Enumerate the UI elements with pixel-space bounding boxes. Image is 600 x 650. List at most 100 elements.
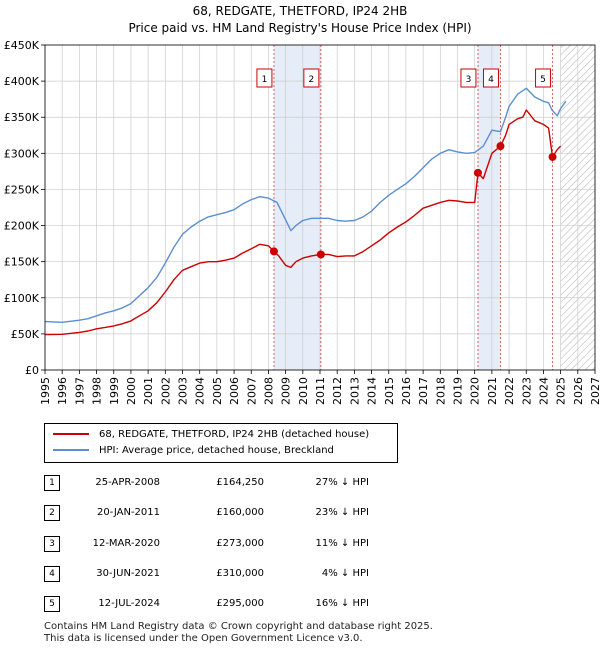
x-tick-label: 2012 — [331, 377, 344, 405]
x-tick-label: 2019 — [452, 377, 465, 405]
x-tick-label: 2014 — [366, 377, 379, 405]
x-tick-label: 2003 — [177, 377, 190, 405]
footer-copyright: Contains HM Land Registry data © Crown c… — [44, 621, 433, 632]
sale-hpi-diff: 16% ↓ HPI — [315, 598, 369, 609]
series-line-hpi — [45, 87, 567, 323]
legend: 68, REDGATE, THETFORD, IP24 2HB (detache… — [44, 423, 398, 463]
sale-point — [496, 142, 505, 151]
x-tick-label: 2026 — [572, 377, 585, 405]
y-tick-label: £0 — [25, 364, 39, 377]
y-tick-label: £50K — [11, 328, 40, 341]
x-tick-label: 2023 — [520, 377, 533, 405]
x-axis-ticks: 1995 1996 1997 1998 1999 2000 2001 2002 2003 2004… — [39, 370, 600, 405]
sale-price: £273,000 — [216, 538, 264, 549]
footer: Contains HM Land Registry data © Crown c… — [44, 621, 433, 645]
sale-price: £310,000 — [216, 568, 264, 579]
sale-number-box — [256, 68, 273, 88]
plot-border — [44, 44, 596, 371]
sale-number-label: 3 — [466, 75, 472, 85]
table-row: 1 25-APR-2008 £164,250 27% ↓ HPI — [44, 475, 394, 491]
x-tick-label: 2011 — [314, 377, 327, 405]
chart-title: 68, REDGATE, THETFORD, IP24 2HB Price pa… — [0, 3, 600, 37]
x-tick-label: 2025 — [555, 377, 568, 405]
sale-number-box — [303, 68, 320, 88]
y-tick-label: £150K — [4, 256, 40, 269]
x-tick-label: 2006 — [228, 377, 241, 405]
sale-date: 25-APR-2008 — [95, 477, 160, 488]
sale-hpi-diff: 11% ↓ HPI — [315, 538, 369, 549]
sale-point — [473, 168, 482, 177]
sale-number-box: 2 — [44, 505, 60, 521]
table-row: 2 20-JAN-2011 £160,000 23% ↓ HPI — [44, 505, 394, 521]
sale-number-box: 1 — [44, 475, 60, 491]
x-tick-label: 2009 — [280, 377, 293, 405]
x-tick-label: 1998 — [91, 377, 104, 405]
y-tick-label: £300K — [4, 147, 40, 160]
legend-label-property: 68, REDGATE, THETFORD, IP24 2HB (detache… — [99, 429, 370, 440]
sale-number-box — [482, 68, 499, 88]
legend-swatch-hpi — [53, 449, 89, 451]
x-tick-label: 2017 — [417, 377, 430, 405]
sale-date: 20-JAN-2011 — [96, 507, 160, 518]
legend-item-hpi: HPI: Average price, detached house, Brec… — [53, 443, 334, 459]
sale-number-label: 4 — [488, 75, 494, 85]
sale-number-boxes: 1 2 3 4 5 — [256, 68, 552, 88]
x-tick-label: 1995 — [39, 377, 52, 405]
y-tick-label: £250K — [4, 183, 40, 196]
footer-license: This data is licensed under the Open Gov… — [44, 633, 363, 644]
table-row: 5 12-JUL-2024 £295,000 16% ↓ HPI — [44, 596, 394, 612]
sale-date: 12-MAR-2020 — [92, 538, 160, 549]
x-tick-label: 2016 — [400, 377, 413, 405]
sale-date: 30-JUN-2021 — [96, 568, 160, 579]
x-tick-label: 2002 — [159, 377, 172, 405]
legend-swatch-property — [53, 433, 89, 435]
x-tick-label: 2020 — [469, 377, 482, 405]
x-tick-label: 1996 — [56, 377, 69, 405]
x-tick-label: 2004 — [194, 377, 207, 405]
sale-span-shade — [273, 45, 321, 370]
sale-price: £160,000 — [216, 507, 264, 518]
sale-points — [269, 142, 557, 259]
x-tick-label: 2010 — [297, 377, 310, 405]
sale-hpi-diff: 23% ↓ HPI — [315, 507, 369, 518]
sale-hpi-diff: 4% ↓ HPI — [321, 568, 369, 579]
x-tick-label: 2015 — [383, 377, 396, 405]
x-tick-label: 2001 — [142, 377, 155, 405]
x-tick-label: 1999 — [108, 377, 121, 405]
sale-hpi-diff: 27% ↓ HPI — [315, 477, 369, 488]
sale-number-box: 5 — [44, 596, 60, 612]
sale-number-label: 2 — [308, 75, 314, 85]
x-tick-label: 2027 — [589, 377, 600, 405]
sale-number-box — [535, 68, 552, 88]
table-row: 4 30-JUN-2021 £310,000 4% ↓ HPI — [44, 566, 394, 582]
y-tick-label: £400K — [4, 75, 40, 88]
sale-number-box: 3 — [44, 536, 60, 552]
price-chart: 1 2 3 4 5 £0 £50K £100K £150K £200K £250K £300K £35… — [4, 39, 600, 405]
y-tick-label: £350K — [4, 111, 40, 124]
y-axis-ticks: £0 £50K £100K £150K £200K £250K £300K £350K £400… — [4, 39, 45, 377]
sale-point — [548, 152, 557, 161]
y-tick-label: £450K — [4, 39, 40, 52]
title-line-2: Price paid vs. HM Land Registry's House … — [128, 21, 472, 35]
x-tick-label: 2022 — [503, 377, 516, 405]
y-tick-label: £200K — [4, 220, 40, 233]
x-tick-label: 2005 — [211, 377, 224, 405]
x-tick-label: 2024 — [537, 377, 550, 405]
sale-span-shade — [477, 45, 501, 370]
sale-period-shading — [273, 45, 501, 370]
sale-price: £164,250 — [216, 477, 264, 488]
x-tick-label: 1997 — [73, 377, 86, 405]
sale-number-box: 4 — [44, 566, 60, 582]
legend-label-hpi: HPI: Average price, detached house, Brec… — [99, 445, 334, 456]
legend-item-property: 68, REDGATE, THETFORD, IP24 2HB (detache… — [53, 427, 369, 443]
title-line-1: 68, REDGATE, THETFORD, IP24 2HB — [192, 4, 408, 18]
sale-point — [269, 247, 278, 256]
sale-number-box — [460, 68, 477, 88]
x-tick-label: 2018 — [434, 377, 447, 405]
sale-number-label: 5 — [540, 75, 546, 85]
table-row: 3 12-MAR-2020 £273,000 11% ↓ HPI — [44, 536, 394, 552]
x-tick-label: 2008 — [262, 377, 275, 405]
x-tick-label: 2013 — [348, 377, 361, 405]
y-tick-label: £100K — [4, 292, 40, 305]
x-tick-label: 2021 — [486, 377, 499, 405]
